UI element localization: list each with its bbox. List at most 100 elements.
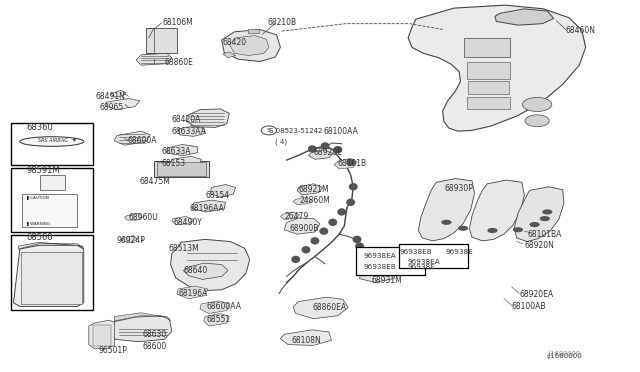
Bar: [467, 97, 510, 109]
Polygon shape: [308, 150, 333, 159]
Text: ▌CAUTION: ▌CAUTION: [27, 196, 49, 201]
Polygon shape: [495, 9, 554, 25]
Ellipse shape: [346, 199, 355, 206]
Polygon shape: [284, 218, 320, 234]
Polygon shape: [210, 185, 236, 197]
Text: .J1680000: .J1680000: [547, 353, 582, 359]
Text: 68101BA: 68101BA: [527, 230, 562, 239]
Polygon shape: [469, 180, 524, 241]
Bar: [467, 62, 510, 78]
Polygon shape: [186, 109, 229, 128]
Ellipse shape: [333, 146, 342, 153]
Text: 68420A: 68420A: [172, 115, 201, 124]
Polygon shape: [109, 316, 172, 341]
Polygon shape: [229, 36, 269, 55]
Text: 68931M: 68931M: [371, 276, 402, 285]
Text: 96501P: 96501P: [99, 346, 127, 355]
Polygon shape: [89, 320, 115, 348]
Text: 96938EB: 96938EB: [364, 264, 396, 270]
Text: 68920E: 68920E: [314, 148, 342, 157]
Ellipse shape: [337, 208, 346, 216]
Polygon shape: [183, 263, 228, 279]
Text: 68420: 68420: [223, 38, 247, 47]
Bar: [465, 38, 510, 57]
Text: 68101B: 68101B: [338, 159, 367, 168]
Ellipse shape: [328, 219, 337, 226]
Ellipse shape: [487, 228, 497, 233]
Polygon shape: [115, 313, 171, 321]
Text: 68210B: 68210B: [268, 19, 297, 28]
Polygon shape: [111, 90, 126, 97]
Text: 68640: 68640: [183, 266, 207, 275]
Ellipse shape: [20, 137, 84, 146]
Text: 98591M: 98591M: [26, 166, 60, 176]
Polygon shape: [221, 30, 280, 61]
Polygon shape: [223, 52, 236, 58]
Text: 68360: 68360: [26, 123, 53, 132]
Ellipse shape: [353, 235, 362, 243]
Text: 68960U: 68960U: [129, 214, 158, 222]
Polygon shape: [125, 214, 143, 220]
Polygon shape: [297, 184, 323, 195]
Polygon shape: [19, 242, 84, 249]
Polygon shape: [178, 127, 205, 137]
Text: 68633AA: 68633AA: [172, 127, 207, 137]
Text: 96938EA: 96938EA: [364, 253, 396, 259]
Text: 68491N: 68491N: [95, 92, 125, 101]
Bar: [11, 123, 93, 165]
Text: 96938E: 96938E: [446, 249, 474, 255]
Ellipse shape: [513, 227, 523, 232]
Ellipse shape: [349, 183, 358, 190]
Text: 68460N: 68460N: [566, 26, 596, 35]
Polygon shape: [204, 314, 229, 326]
Text: 68560: 68560: [26, 233, 53, 242]
Text: 96938E: 96938E: [408, 264, 435, 270]
Text: ( 4): ( 4): [275, 138, 287, 145]
Text: 96938EB: 96938EB: [399, 249, 432, 255]
Text: 68475M: 68475M: [140, 177, 171, 186]
Text: S 08523-51242: S 08523-51242: [269, 128, 323, 134]
Text: S: S: [267, 128, 271, 133]
Text: 68965: 68965: [100, 103, 124, 112]
Bar: [93, 326, 111, 346]
Polygon shape: [514, 187, 564, 241]
Bar: [399, 244, 468, 267]
Text: ▌WARNING: ▌WARNING: [27, 222, 50, 226]
Text: 68900B: 68900B: [290, 224, 319, 233]
Bar: [154, 161, 209, 177]
Text: 68196A: 68196A: [178, 289, 207, 298]
Polygon shape: [293, 197, 312, 205]
Ellipse shape: [522, 97, 552, 112]
Polygon shape: [136, 53, 172, 65]
Ellipse shape: [355, 242, 364, 250]
Ellipse shape: [458, 226, 468, 231]
Ellipse shape: [525, 115, 549, 127]
Polygon shape: [115, 131, 150, 145]
Text: 68490Y: 68490Y: [173, 218, 202, 227]
Polygon shape: [172, 217, 193, 225]
Text: .J1680000: .J1680000: [547, 351, 580, 357]
Bar: [147, 28, 177, 53]
Text: 68196AA: 68196AA: [189, 204, 224, 213]
Text: 68513M: 68513M: [169, 244, 200, 253]
Bar: [11, 235, 93, 310]
Polygon shape: [280, 212, 300, 219]
Text: 68153: 68153: [162, 158, 186, 167]
Polygon shape: [419, 179, 474, 241]
Polygon shape: [167, 144, 197, 155]
Text: 24860M: 24860M: [300, 196, 330, 205]
Bar: [11, 168, 93, 232]
Text: SRS AIRBAG: SRS AIRBAG: [38, 138, 68, 142]
Text: 68920EA: 68920EA: [519, 291, 554, 299]
Ellipse shape: [442, 220, 452, 225]
Polygon shape: [122, 235, 138, 242]
Bar: [21, 252, 83, 304]
Ellipse shape: [310, 237, 319, 244]
Bar: [157, 162, 206, 176]
Bar: [468, 81, 509, 94]
Text: 68154: 68154: [205, 191, 229, 200]
Bar: [22, 194, 77, 227]
Text: ✦: ✦: [72, 138, 77, 142]
Ellipse shape: [346, 158, 355, 166]
Text: 96938EA: 96938EA: [408, 259, 440, 264]
